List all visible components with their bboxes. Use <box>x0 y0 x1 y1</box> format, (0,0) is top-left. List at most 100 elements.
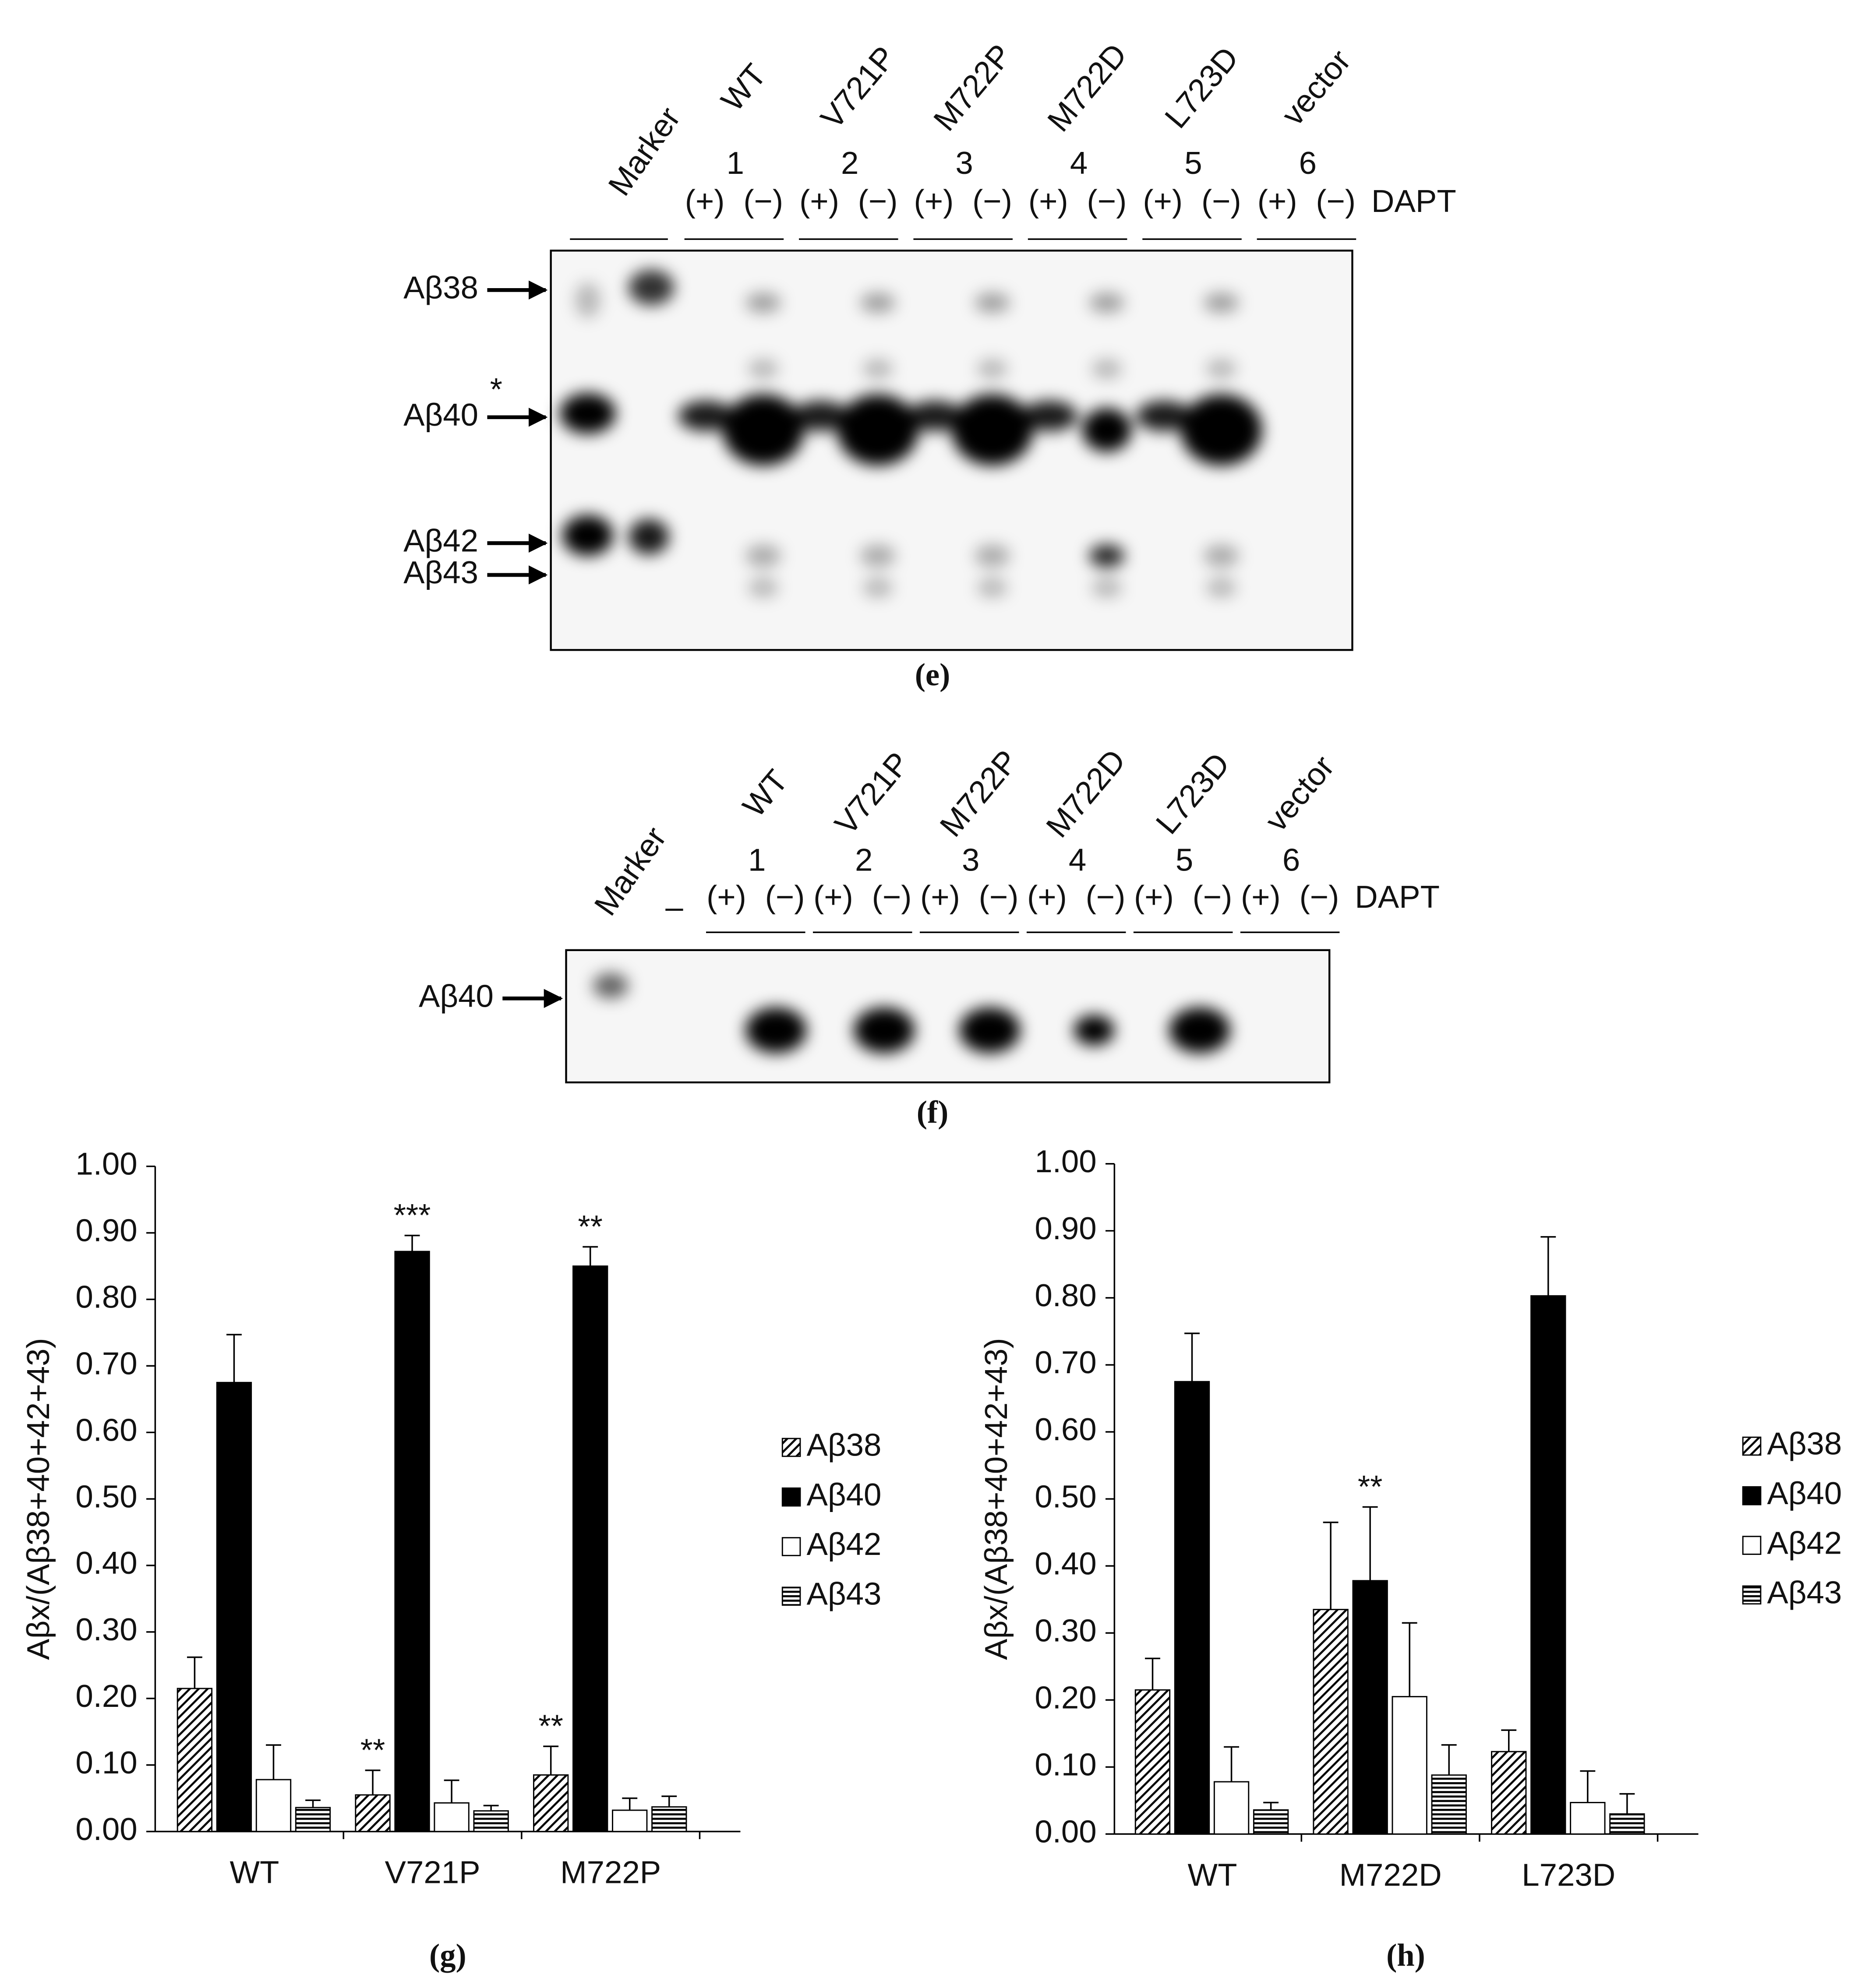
legend-label: Aβ38 <box>806 1428 881 1463</box>
y-tick-label: 0.00 <box>75 1812 137 1847</box>
significance: ** <box>360 1732 385 1768</box>
treatment: (+) <box>1257 183 1297 219</box>
legend-label: Aβ43 <box>806 1576 881 1611</box>
legend-label: Aβ43 <box>1767 1575 1842 1611</box>
band-blob <box>678 401 734 431</box>
y-axis-title: Aβx/(Aβ38+40+42+43) <box>978 1338 1014 1660</box>
band-blob <box>1206 359 1237 379</box>
y-tick-label: 1.00 <box>1035 1144 1096 1179</box>
band-blob <box>853 1007 915 1054</box>
error-bar <box>661 1795 677 1807</box>
legend-label: Aβ42 <box>806 1526 881 1562</box>
significance: *** <box>394 1198 431 1233</box>
error-bar <box>305 1799 321 1808</box>
y-tick-label: 0.40 <box>1035 1546 1096 1581</box>
lane-number: 1 <box>727 145 744 181</box>
band-blob <box>860 544 896 567</box>
y-tick-label: 0.10 <box>75 1745 137 1780</box>
treatment: (+) <box>685 183 725 219</box>
x-tick-label: V721P <box>385 1855 480 1890</box>
error-bar <box>1184 1332 1200 1382</box>
band-blob <box>977 577 1008 598</box>
lane-number: 3 <box>962 842 979 878</box>
legend-swatch <box>781 1487 801 1507</box>
y-tick-label: 0.70 <box>75 1346 137 1381</box>
treatment: (+) <box>1241 879 1281 915</box>
error-bar <box>1540 1236 1556 1296</box>
error-bar <box>583 1246 598 1266</box>
y-tick-label: 0.60 <box>75 1412 137 1448</box>
band-blob <box>1091 359 1122 379</box>
gel-bands <box>559 269 1262 598</box>
band-blob <box>628 269 675 306</box>
lane-number: 4 <box>1070 145 1088 181</box>
bar <box>1491 1751 1527 1835</box>
error-bar <box>1501 1729 1517 1752</box>
band-blob <box>907 401 963 431</box>
x-tick-label: L723D <box>1522 1857 1615 1893</box>
bar <box>533 1774 569 1833</box>
band-label: Aβ42 <box>403 523 478 559</box>
legend-label: Aβ42 <box>1767 1525 1842 1561</box>
gel-bands <box>593 973 1230 1054</box>
lane-number: 6 <box>1282 842 1300 878</box>
error-bar <box>1441 1744 1457 1775</box>
lane-name: M722D <box>1041 37 1134 138</box>
treatment: (−) <box>1201 183 1241 219</box>
y-tick-label: 0.30 <box>75 1612 137 1647</box>
treatment: (−) <box>1316 183 1356 219</box>
error-bar <box>404 1234 420 1251</box>
band-blob <box>745 1007 807 1054</box>
panel-label: (g) <box>429 1938 466 1973</box>
band-blob <box>837 394 919 466</box>
bar <box>295 1807 331 1833</box>
bar <box>651 1806 687 1833</box>
y-tick-label: 0.20 <box>75 1678 137 1714</box>
bar <box>1609 1813 1645 1835</box>
lane-number: 5 <box>1184 145 1202 181</box>
panel-label: (e) <box>915 657 950 692</box>
band-blob <box>1089 293 1125 313</box>
treatment: (−) <box>1300 879 1339 915</box>
y-tick-label: 0.90 <box>1035 1211 1096 1246</box>
treatment: (+) <box>1143 183 1183 219</box>
error-bar <box>483 1805 499 1811</box>
bar <box>1174 1381 1210 1835</box>
treatment: (+) <box>1027 879 1067 915</box>
band-blob <box>1203 293 1239 313</box>
treatment: (−) <box>1086 879 1126 915</box>
y-tick-label: 0.80 <box>75 1280 137 1315</box>
band-blob <box>951 394 1033 466</box>
treatment: (−) <box>765 879 805 915</box>
y-axis-title: Aβx/(Aβ38+40+42+43) <box>21 1338 56 1660</box>
lane-name: L723D <box>1149 746 1236 841</box>
y-tick-label: 0.40 <box>75 1545 137 1581</box>
band-blob <box>974 544 1010 567</box>
legend-label: Aβ38 <box>1767 1426 1842 1462</box>
y-tick-label: 0.70 <box>1035 1345 1096 1380</box>
band-blob <box>748 577 779 598</box>
bar <box>612 1809 648 1833</box>
bar <box>1134 1689 1171 1835</box>
lane-number: 2 <box>841 145 858 181</box>
blank-lane-label: – <box>665 889 683 925</box>
bar <box>177 1688 213 1833</box>
bar <box>434 1802 470 1833</box>
lane-name: M722D <box>1039 743 1133 844</box>
y-tick-label: 0.80 <box>1035 1278 1096 1313</box>
band-blob <box>748 359 779 379</box>
band-blob <box>1169 1007 1230 1054</box>
band-blob <box>722 394 804 466</box>
bar <box>1213 1781 1250 1835</box>
bar <box>1530 1295 1566 1835</box>
lane-number: 6 <box>1299 145 1317 181</box>
lane-name: WT <box>736 763 795 824</box>
error-bar <box>1580 1770 1596 1803</box>
error-bar <box>187 1656 202 1689</box>
legend-swatch <box>781 1537 801 1556</box>
error-bar <box>1362 1506 1378 1581</box>
legend-swatch <box>1742 1486 1762 1505</box>
